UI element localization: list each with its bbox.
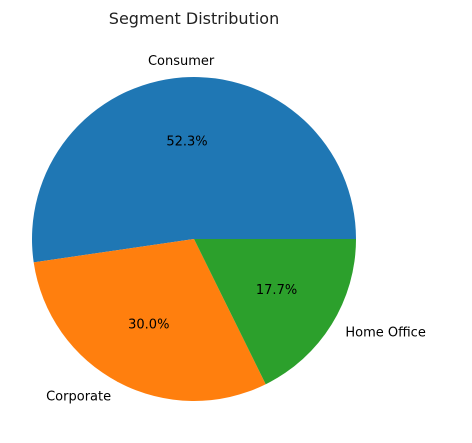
pct-label-consumer: 52.3% [166, 135, 207, 150]
pct-label-corporate: 30.0% [128, 318, 169, 333]
pie-slices [31, 76, 356, 402]
pie-slice-home-office [194, 239, 356, 385]
category-label-corporate: Corporate [46, 389, 111, 404]
category-label-consumer: Consumer [148, 54, 215, 69]
category-label-home-office: Home Office [345, 326, 425, 341]
pie-labels: 52.3% Consumer 30.0% Corporate 17.7% Home Off… [46, 54, 426, 404]
pct-label-home-office: 17.7% [256, 283, 297, 298]
pie-slice-corporate [33, 239, 266, 402]
chart-title: Segment Distribution [108, 9, 280, 28]
pie-slice-consumer [31, 76, 356, 263]
